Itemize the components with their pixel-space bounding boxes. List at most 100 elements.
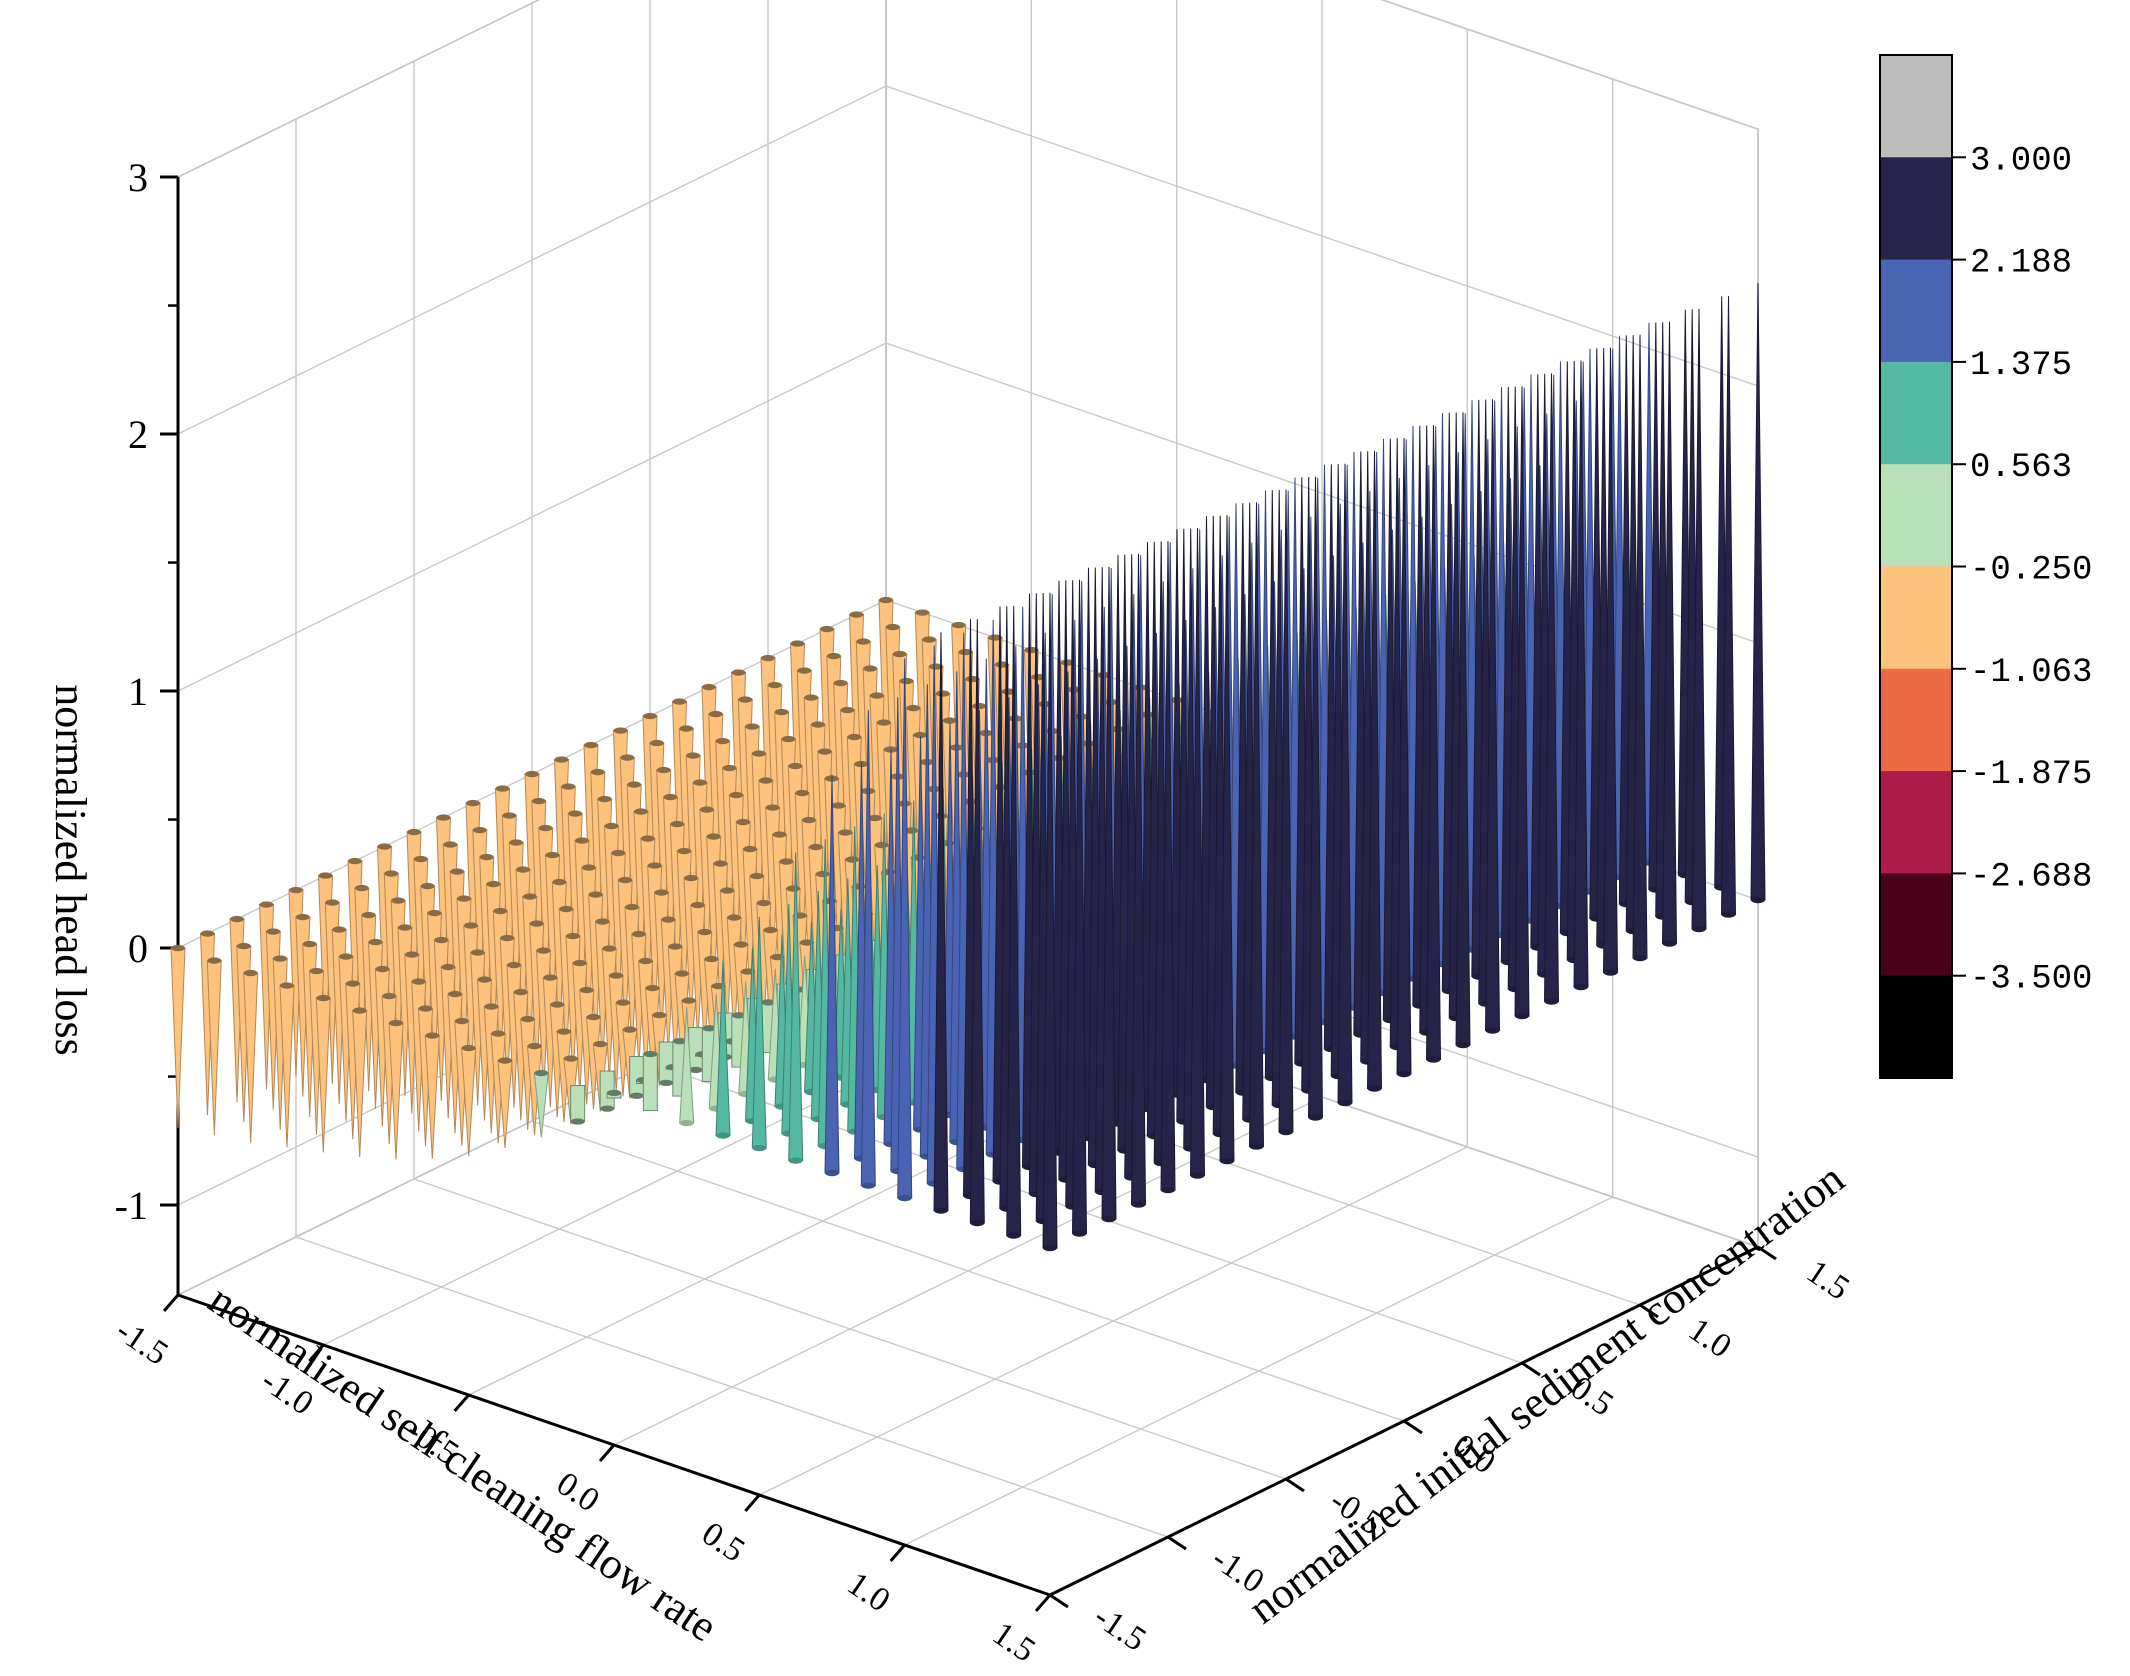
y-tick-label: -1.5 [1087, 1598, 1152, 1659]
stem-cap [1001, 688, 1016, 695]
stem-cap [531, 797, 546, 805]
stem-cap [795, 789, 810, 797]
stem-cap [752, 750, 766, 757]
stem-cap [590, 768, 605, 776]
y-tick-mark [1285, 1477, 1305, 1493]
axis-lines [160, 175, 1777, 1612]
stem-cap [649, 739, 664, 747]
stem-cap [407, 828, 421, 836]
stem-cap [758, 777, 773, 784]
x-tick-mark [744, 1494, 761, 1512]
stem-cap [876, 719, 891, 726]
stem-cap [427, 909, 442, 917]
stem-cap [738, 696, 753, 703]
stem-cap [663, 793, 678, 801]
stem-cap [892, 650, 907, 658]
stem-cap [450, 868, 465, 875]
stem-cap [929, 663, 943, 670]
stem-cap [736, 818, 751, 826]
stem-cap [404, 951, 419, 958]
left-wall-grid-line [177, 0, 540, 178]
stem-cap [600, 1105, 615, 1112]
stem-cap [788, 1157, 803, 1164]
z-tick-label: -1 [115, 1183, 148, 1228]
stem-cap [972, 702, 987, 710]
stem-cap [788, 762, 803, 770]
y-tick-mark [1521, 1361, 1541, 1377]
stem-cap [679, 1119, 694, 1127]
stem-cap [734, 941, 748, 948]
stem-cap [951, 621, 966, 629]
stem-cap [171, 944, 185, 952]
stem-cap [749, 872, 764, 880]
stem-cap [922, 636, 937, 643]
stem-cap [774, 708, 789, 716]
stem-cap [520, 1015, 535, 1023]
stem-cap [316, 994, 331, 1002]
stem-cap [1161, 1186, 1175, 1194]
stem-cap [708, 710, 723, 718]
data-stem [860, 710, 876, 1189]
stem-cap [1060, 659, 1075, 666]
stem-cap [259, 901, 274, 908]
stem-cap [534, 1069, 549, 1077]
stem-cap [552, 878, 567, 886]
data-stem [279, 982, 295, 1148]
stem-cap [765, 804, 780, 811]
x-tick-label: 1.0 [841, 1565, 897, 1619]
stem-cap [454, 1017, 469, 1025]
stem-cap [756, 899, 771, 907]
z-tick-label: 3 [128, 155, 148, 200]
stem-body [658, 1041, 674, 1084]
stem-cap [934, 1207, 948, 1214]
stem-cap [538, 824, 553, 832]
stem-cap [609, 972, 624, 979]
stem-cap [593, 1040, 608, 1048]
colorbar-tick-label: 2.188 [1970, 245, 2072, 283]
stem-cap [575, 837, 589, 844]
data-stem [1720, 296, 1737, 918]
stem-cap [688, 1066, 703, 1074]
stem-cap [942, 717, 957, 724]
stem-cap [779, 858, 794, 865]
colorbar-band [1880, 873, 1952, 977]
data-stem [1101, 566, 1117, 1223]
stem-cap [584, 741, 598, 749]
stem-cap [597, 795, 612, 803]
stem-cap [1603, 969, 1618, 976]
colorbar-tick-label: 3.000 [1970, 142, 2072, 180]
x-tick-mark [453, 1394, 470, 1412]
stem-cap [661, 916, 676, 923]
stem-cap [752, 1144, 767, 1152]
data-stem [642, 1050, 658, 1112]
data-stem [352, 1007, 368, 1158]
stem-cap [811, 721, 825, 728]
stem-cap [525, 770, 539, 778]
stem-cap [207, 957, 222, 964]
stem-cap [616, 999, 630, 1006]
stem-cap [761, 999, 776, 1006]
stem-cap [631, 930, 646, 938]
data-stem [1071, 579, 1088, 1237]
stem-cap [716, 1132, 730, 1139]
stem-cap [847, 733, 862, 741]
stem-body [629, 1056, 645, 1097]
stem-cap [563, 1055, 578, 1062]
stem-cap [906, 704, 921, 712]
stem-cap [461, 1044, 476, 1052]
stem-cap [588, 891, 603, 898]
x-tick-mark [162, 1294, 180, 1312]
y-tick-label: 1.0 [1682, 1311, 1738, 1365]
data-stem [315, 994, 331, 1153]
stem-cap [536, 947, 551, 954]
colorbar-band [1880, 566, 1952, 670]
x-tick-label: 1.5 [986, 1615, 1042, 1669]
stem-cap [845, 856, 860, 863]
data-stem [1307, 476, 1324, 1121]
stem-cap [994, 661, 1009, 668]
stem-cap [879, 596, 893, 604]
data-stem [1006, 605, 1022, 1239]
stem-cap [441, 963, 456, 971]
floor-grid-line [295, 1236, 1169, 1538]
